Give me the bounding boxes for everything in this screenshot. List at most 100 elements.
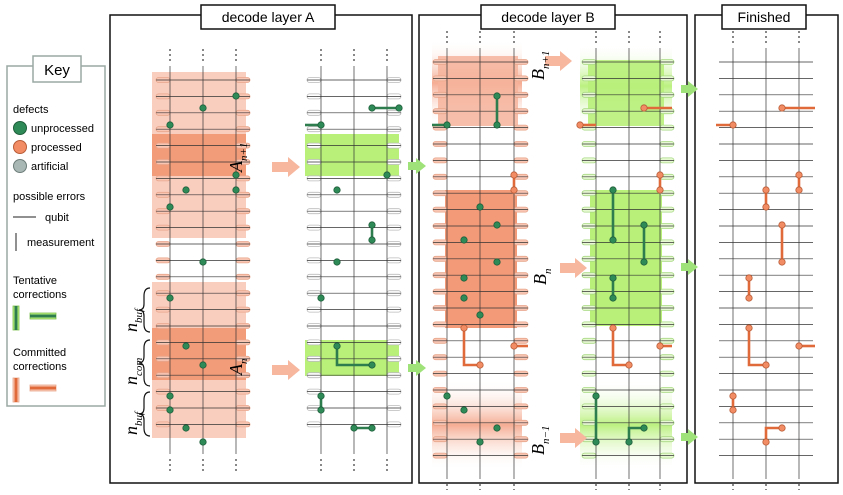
arrow-a-cur: [272, 360, 300, 380]
unprocessed-defect: [333, 342, 341, 350]
processed-defect: [762, 438, 770, 446]
unprocessed-defect: [368, 361, 376, 369]
arrow-green: [408, 360, 426, 376]
unprocessed-defect: [333, 258, 341, 266]
unprocessed-defect: [592, 392, 600, 400]
ellipsis-dot: [479, 31, 481, 33]
unprocessed-defect: [476, 438, 484, 446]
ellipsis-dot: [659, 41, 661, 43]
transfer-arrows: [272, 51, 698, 448]
ellipsis-dot: [320, 54, 322, 56]
unprocessed-defect: [609, 186, 617, 194]
arrow-green: [681, 81, 698, 97]
unprocessed-defect: [493, 121, 501, 129]
tentative-region: [590, 190, 662, 326]
label-b-cur: B: [530, 274, 550, 285]
ellipsis-dot: [446, 484, 448, 486]
ellipsis-dot: [798, 36, 800, 38]
ellipsis-dot: [169, 59, 171, 61]
processed-defect: [778, 104, 786, 112]
lattice-a-right: [306, 49, 402, 471]
processed-defect: [795, 186, 803, 194]
ellipsis-dot: [595, 41, 597, 43]
svg-text:nbuf: nbuf: [121, 410, 145, 435]
ellipsis-dot: [202, 469, 204, 471]
processed-defect: [609, 324, 617, 332]
processed-defect: [510, 342, 518, 350]
arrow-a-next: [272, 157, 300, 177]
brace-nbuf-bot: [138, 391, 151, 437]
ellipsis-dot: [353, 464, 355, 466]
ellipsis-dot: [386, 54, 388, 56]
key-committed-1: Committed: [13, 347, 66, 359]
ellipsis-dot: [513, 41, 515, 43]
unprocessed-defect: [182, 186, 190, 194]
svg-text:Bn: Bn: [530, 268, 554, 285]
processed-defect: [510, 186, 518, 194]
label-ncom: n: [121, 376, 141, 385]
key-processed: processed: [31, 142, 82, 154]
unprocessed-defect: [199, 258, 207, 266]
key-defects-heading: defects: [13, 104, 49, 116]
ellipsis-dot: [386, 59, 388, 61]
ellipsis-dot: [765, 484, 767, 486]
key-title: Key: [44, 62, 70, 79]
brace-nbuf-top: [138, 287, 151, 333]
processed-defect: [762, 203, 770, 211]
ellipsis-dot: [659, 31, 661, 33]
arrow-b-cur: [560, 258, 587, 278]
label-b-prev-sub: n−1: [540, 426, 552, 444]
ellipsis-dot: [386, 49, 388, 51]
processed-defect: [640, 104, 648, 112]
unprocessed-defect: [317, 392, 325, 400]
key-panel: Key defects unprocessed processed artifi…: [6, 55, 106, 407]
unprocessed-defect: [493, 221, 501, 229]
unprocessed-defect: [368, 424, 376, 432]
processed-defect: [576, 121, 584, 129]
svg-text:Bn−1: Bn−1: [528, 426, 552, 455]
ellipsis-dot: [202, 54, 204, 56]
unprocessed-defect: [443, 121, 451, 129]
ellipsis-dot: [479, 484, 481, 486]
processed-defect: [745, 294, 753, 302]
ellipsis-dot: [765, 36, 767, 38]
label-nbuf-bot: n: [121, 426, 141, 435]
committed-correction-icon: [12, 377, 57, 403]
commit-region: [152, 134, 246, 176]
ellipsis-dot: [202, 464, 204, 466]
unprocessed-defect: [232, 186, 240, 194]
processed-defect: [656, 171, 664, 179]
unprocessed-defect: [443, 392, 451, 400]
ellipsis-dot: [320, 49, 322, 51]
math-labels: An+1 An Bn+1 Bn Bn−1 nbuf ncom nbuf: [121, 51, 554, 455]
tentative-region: [588, 60, 664, 126]
label-b-next-sub: n+1: [540, 51, 552, 69]
tentative-region: [305, 134, 399, 176]
unprocessed-defect-icon: [13, 121, 27, 135]
ellipsis-dot: [353, 459, 355, 461]
artificial-defect-icon: [13, 159, 27, 173]
committed-correction: [611, 328, 629, 367]
ellipsis-dot: [320, 469, 322, 471]
ellipsis-dot: [595, 31, 597, 33]
unprocessed-defect: [232, 171, 240, 179]
svg-text:An: An: [226, 358, 250, 376]
key-qubit: qubit: [45, 212, 69, 224]
ellipsis-dot: [169, 464, 171, 466]
label-b-cur-sub: n: [542, 268, 554, 274]
ellipsis-dot: [446, 31, 448, 33]
ellipsis-dot: [628, 36, 630, 38]
unprocessed-defect: [166, 392, 174, 400]
label-nbuf-bot-sub: buf: [133, 410, 145, 426]
unprocessed-defect: [592, 438, 600, 446]
ellipsis-dot: [595, 36, 597, 38]
unprocessed-defect: [166, 294, 174, 302]
ellipsis-dot: [659, 36, 661, 38]
key-tentative-2: corrections: [13, 289, 67, 301]
ellipsis-dot: [235, 59, 237, 61]
processed-defect: [460, 324, 468, 332]
ellipsis-dot: [353, 469, 355, 471]
ellipsis-dot: [386, 469, 388, 471]
processed-defect: [729, 121, 737, 129]
